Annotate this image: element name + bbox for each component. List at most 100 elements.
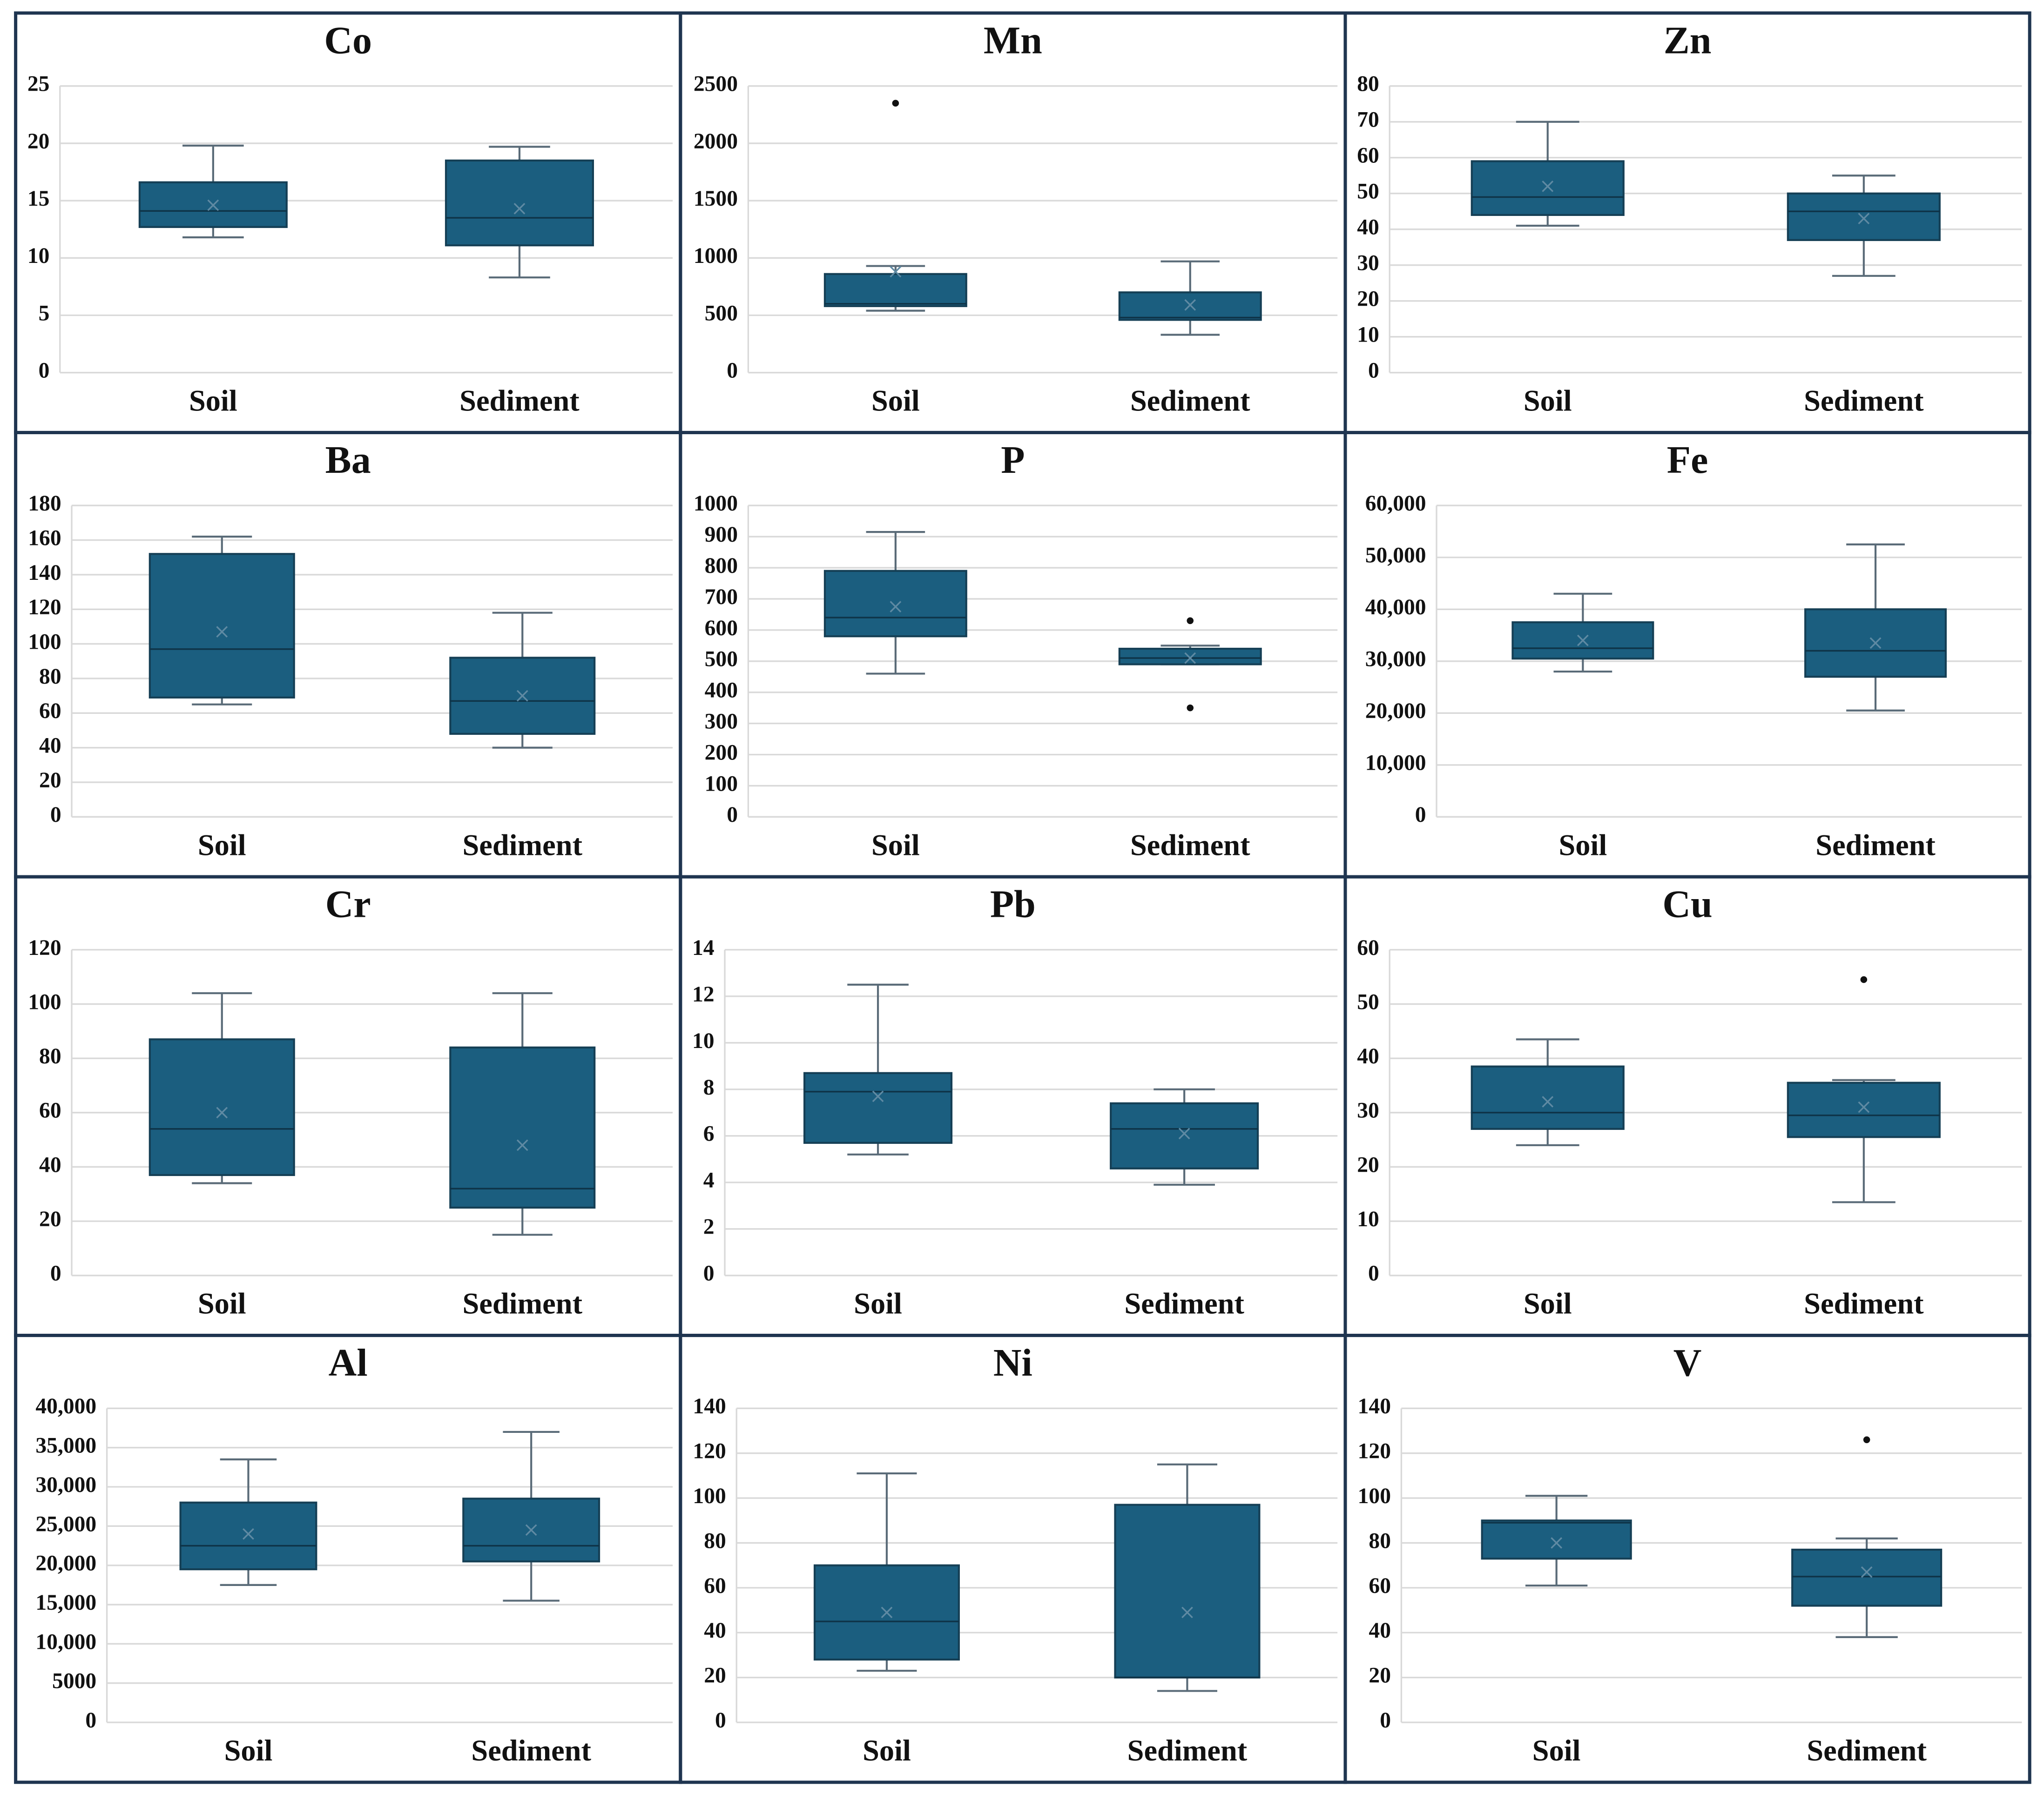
x-tick-label: Sediment: [1804, 384, 1924, 417]
x-tick-label: Sediment: [1127, 1734, 1248, 1767]
mean-marker: [1858, 213, 1870, 225]
mean-marker: [525, 1524, 537, 1536]
y-tick-label: 500: [705, 647, 738, 672]
y-tick-label: 5: [39, 301, 50, 325]
chart-title: Co: [324, 19, 372, 62]
chart-title: P: [1001, 438, 1025, 482]
chart-title: Mn: [984, 19, 1042, 62]
y-tick-label: 50,000: [1365, 544, 1426, 568]
box: [1110, 1102, 1259, 1169]
y-tick-label: 40: [704, 1619, 726, 1643]
y-tick-label: 8: [703, 1075, 715, 1100]
y-tick-label: 4: [703, 1169, 715, 1193]
box: [445, 159, 594, 247]
y-tick-label: 20: [1357, 1153, 1379, 1177]
x-tick-label: Soil: [189, 384, 237, 417]
x-tick-label: Sediment: [1130, 828, 1250, 861]
x-tick-label: Sediment: [1124, 1287, 1244, 1320]
outlier: [892, 100, 899, 107]
x-tick-label: Soil: [198, 828, 246, 861]
chart-title: Ni: [993, 1341, 1032, 1384]
box: [1787, 192, 1941, 241]
y-tick-label: 10: [27, 244, 50, 268]
y-tick-label: 1500: [694, 187, 738, 211]
y-tick-label: 14: [692, 936, 715, 960]
mean-marker: [243, 1528, 254, 1540]
mean-marker: [1184, 299, 1196, 311]
y-tick-label: 80: [704, 1529, 726, 1553]
mean-marker: [890, 266, 902, 278]
y-tick-label: 20: [39, 768, 61, 793]
y-tick-label: 800: [705, 554, 738, 578]
y-tick-label: 0: [727, 359, 738, 383]
y-tick-label: 60,000: [1365, 491, 1426, 516]
box: [1791, 1548, 1943, 1607]
mean-marker: [216, 1107, 228, 1119]
mean-marker: [881, 1606, 893, 1619]
y-tick-label: 80: [39, 1044, 61, 1068]
box: [1118, 291, 1262, 321]
y-tick-label: 0: [1415, 803, 1426, 827]
y-tick-label: 2000: [694, 129, 738, 154]
y-tick-label: 160: [28, 526, 61, 551]
mean-marker: [216, 626, 228, 638]
y-tick-label: 200: [705, 740, 738, 765]
mean-marker: [1858, 1101, 1870, 1113]
y-tick-label: 20: [1369, 1664, 1391, 1688]
y-tick-label: 15: [27, 187, 50, 211]
y-tick-label: 0: [1368, 1262, 1379, 1286]
y-tick-label: 0: [50, 1262, 61, 1286]
box: [803, 1072, 953, 1144]
mean-marker: [207, 199, 219, 211]
y-tick-label: 140: [1358, 1394, 1391, 1418]
x-tick-label: Sediment: [459, 384, 580, 417]
x-tick-label: Soil: [863, 1734, 911, 1767]
x-tick-label: Soil: [871, 384, 920, 417]
y-tick-label: 10,000: [35, 1630, 96, 1654]
x-tick-label: Soil: [1524, 1287, 1572, 1320]
mean-marker: [1861, 1566, 1873, 1578]
y-tick-label: 1000: [694, 244, 738, 268]
y-tick-label: 40: [39, 734, 61, 758]
y-tick-label: 50: [1357, 990, 1379, 1014]
mean-marker: [513, 202, 526, 215]
y-tick-label: 12: [692, 982, 715, 1007]
y-tick-label: 0: [727, 803, 738, 827]
y-tick-label: 15,000: [35, 1591, 96, 1615]
y-tick-label: 50: [1357, 180, 1379, 204]
mean-marker: [1184, 652, 1196, 664]
y-tick-label: 0: [50, 803, 61, 827]
y-tick-label: 20: [704, 1664, 726, 1688]
box: [1114, 1504, 1261, 1679]
box: [1471, 1065, 1625, 1130]
y-tick-label: 6: [703, 1122, 715, 1146]
y-tick-label: 400: [705, 679, 738, 703]
x-tick-label: Sediment: [1130, 384, 1250, 417]
y-tick-label: 20: [27, 129, 50, 154]
x-tick-label: Sediment: [1804, 1287, 1924, 1320]
y-tick-label: 60: [39, 699, 61, 723]
y-tick-label: 10: [692, 1029, 715, 1053]
mean-marker: [1542, 180, 1554, 192]
outlier: [1187, 704, 1194, 712]
y-tick-label: 0: [1380, 1708, 1391, 1733]
x-tick-label: Soil: [1524, 384, 1572, 417]
x-tick-label: Soil: [854, 1287, 902, 1320]
y-tick-label: 10: [1357, 1207, 1379, 1231]
panel-border: [1343, 1334, 2031, 1784]
y-tick-label: 40,000: [35, 1394, 96, 1418]
y-tick-label: 60: [1369, 1574, 1391, 1598]
box: [1471, 160, 1625, 216]
y-tick-label: 35,000: [35, 1434, 96, 1458]
chart-title: V: [1673, 1341, 1702, 1384]
box: [1118, 647, 1262, 665]
y-tick-label: 120: [693, 1439, 726, 1464]
y-tick-label: 60: [1357, 936, 1379, 960]
y-tick-label: 30,000: [35, 1473, 96, 1497]
y-tick-label: 5000: [52, 1669, 96, 1693]
mean-marker: [872, 1090, 884, 1102]
box: [179, 1501, 317, 1571]
box: [1481, 1519, 1632, 1560]
y-tick-label: 100: [28, 630, 61, 654]
mean-marker: [1181, 1606, 1193, 1619]
